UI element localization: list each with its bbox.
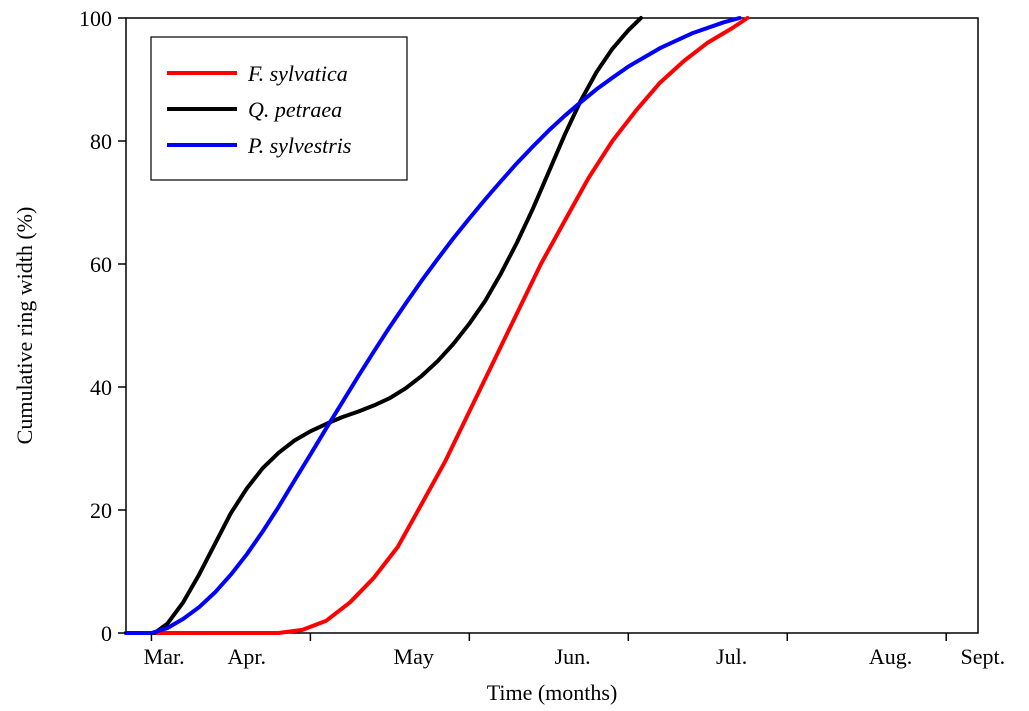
series-line-0: [124, 16, 750, 635]
y-tick-label: 60: [90, 252, 112, 277]
x-axis: Mar. Apr. May Jun. Jul. Aug. Sept.: [144, 633, 1005, 669]
y-axis: 0 20 40 60 80 100: [79, 6, 126, 646]
series-line-2: [124, 16, 742, 635]
x-tick-label: May: [394, 644, 434, 669]
x-axis-title: Time (months): [487, 680, 618, 705]
plot-frame: [125, 17, 979, 634]
x-tick-label: Aug.: [869, 644, 912, 669]
x-tick-label: Sept.: [960, 644, 1005, 669]
x-tick-label: Jun.: [555, 644, 591, 669]
y-tick-label: 20: [90, 498, 112, 523]
y-tick-label: 40: [90, 375, 112, 400]
legend-label: P. sylvestris: [247, 133, 351, 158]
x-tick-label: Mar.: [144, 644, 185, 669]
legend: F. sylvatica Q. petraea P. sylvestris: [150, 36, 408, 181]
series-line-1: [124, 16, 643, 635]
x-tick-label: Jul.: [716, 644, 747, 669]
y-axis-title: Cumulative ring width (%): [12, 207, 37, 445]
y-tick-label: 0: [101, 621, 112, 646]
legend-label: F. sylvatica: [247, 61, 348, 86]
series-group: [124, 16, 750, 635]
plot-area: Mar. Apr. May Jun. Jul. Aug. Sept. 0 20 40 60 80 10…: [79, 6, 1005, 669]
legend-label: Q. petraea: [248, 97, 342, 122]
y-tick-label: 100: [79, 6, 112, 31]
y-tick-label: 80: [90, 129, 112, 154]
x-tick-label: Apr.: [228, 644, 267, 669]
